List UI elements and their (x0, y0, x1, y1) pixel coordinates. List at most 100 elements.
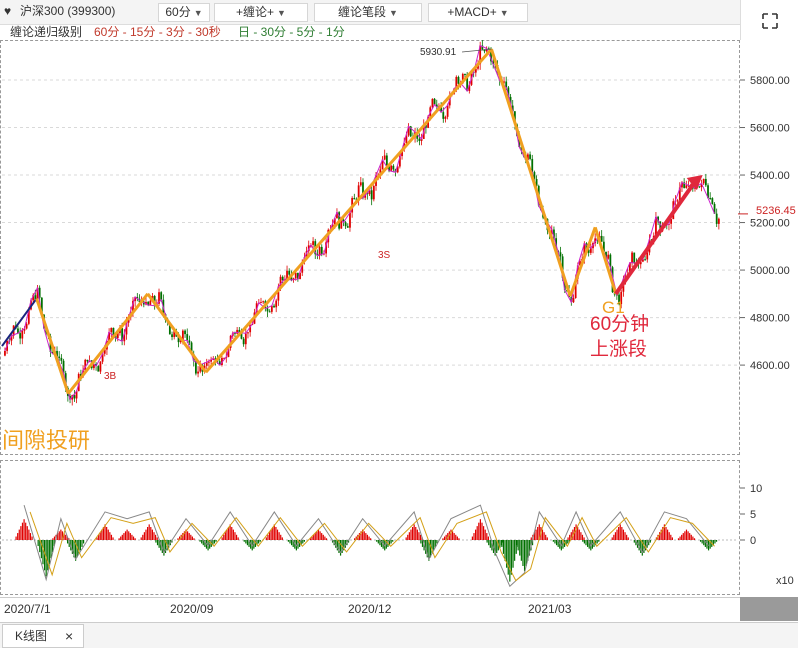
candle-body (431, 98, 434, 108)
candle-body (25, 323, 28, 329)
candle-body (631, 252, 633, 263)
candle-body (509, 96, 512, 106)
candle-body (190, 342, 193, 355)
candle-body (275, 300, 278, 308)
segment-line (204, 48, 493, 374)
candle-body (681, 182, 683, 188)
peak-label: 5930.91 (420, 47, 457, 58)
candle-body (210, 359, 212, 362)
candle-body (125, 322, 128, 335)
candle-body (184, 330, 186, 335)
candle-body (704, 178, 707, 186)
indicator-segments-label: 缠论笔段 (338, 5, 387, 19)
candle-body (318, 246, 321, 256)
candle-body (99, 361, 102, 372)
candle-body (483, 49, 486, 52)
candle-body (505, 81, 508, 88)
candle-body (19, 333, 22, 339)
chevron-down-icon: ▼ (389, 8, 398, 18)
candle-body (379, 169, 382, 175)
candle-body (359, 182, 362, 186)
indicator-select-segments[interactable]: 缠论笔段 ▼ (314, 3, 422, 22)
candle-body (266, 308, 269, 312)
chevron-down-icon: ▼ (277, 8, 286, 18)
candle-body (487, 48, 490, 50)
macd-unit-label: x10 (776, 575, 794, 587)
period-select[interactable]: 60分 ▼ (158, 3, 210, 22)
segment-line-start (1, 297, 38, 347)
date-tick: 2020/12 (348, 602, 392, 616)
candle-body (227, 347, 230, 357)
date-tick: 2021/03 (528, 602, 572, 616)
indicator-select-chan[interactable]: +缠论+ ▼ (214, 3, 308, 22)
minute-levels: 60分 - 15分 - 3分 - 30秒 (94, 25, 221, 39)
tab-kline[interactable]: K线图 × (2, 624, 84, 648)
candle-body (173, 331, 176, 338)
candle-body (511, 105, 514, 112)
candle-body (342, 219, 345, 223)
candle-body (270, 305, 273, 312)
candle-body (353, 198, 356, 200)
candle-body (116, 333, 119, 339)
candle-body (160, 292, 163, 300)
candle-body (700, 183, 703, 188)
candle-body (407, 126, 410, 136)
candle-body (17, 328, 19, 334)
candle-body (440, 106, 443, 113)
price-axis-area (740, 40, 798, 595)
fullscreen-icon[interactable] (741, 0, 798, 40)
candle-body (95, 363, 97, 367)
candle-body (268, 311, 271, 313)
candle-body (605, 251, 607, 259)
candle-body (188, 340, 191, 343)
candle-body (709, 197, 712, 199)
candle-body (234, 332, 236, 334)
candle-body (292, 278, 295, 281)
candle-body (299, 272, 301, 280)
date-tick: 2020/09 (170, 602, 214, 616)
candle-body (249, 325, 252, 333)
candle-body (242, 338, 245, 345)
candle-body (149, 300, 152, 305)
date-scroll-handle[interactable] (740, 597, 798, 621)
candle-body (179, 340, 182, 343)
candle-body (27, 309, 30, 324)
candle-body (325, 242, 327, 254)
candle-body (711, 198, 714, 204)
close-icon[interactable]: × (65, 628, 74, 644)
price-tick-label: 4800.00 (750, 313, 790, 325)
indicator-chan-label: +缠论+ (236, 5, 275, 19)
candle-body (559, 252, 562, 257)
candle-body (579, 261, 581, 266)
candle-body (655, 216, 657, 236)
candle-body (86, 359, 89, 362)
candle-body (93, 363, 95, 369)
macd-tick-label: 0 (750, 535, 756, 547)
candle-body (678, 187, 681, 201)
indicator-select-macd[interactable]: +MACD+ ▼ (428, 3, 528, 22)
price-tick-label: 5600.00 (750, 123, 790, 135)
candle-body (36, 287, 39, 300)
candle-body (657, 216, 660, 222)
macd-tick-label: 10 (750, 483, 762, 495)
candle-body (583, 243, 586, 260)
candle-body (340, 219, 343, 229)
candle-body (312, 241, 314, 245)
price-axis: 4600.00 4800.00 5000.00 5200.00 5400.00 5600.… (461, 48, 790, 372)
grid (2, 79, 738, 366)
macd-tick-label: 5 (750, 509, 756, 521)
candle-body (333, 218, 336, 225)
candle-body (288, 270, 291, 275)
candle-body (503, 81, 505, 83)
candle-body (685, 185, 688, 188)
heart-icon[interactable]: ♥ (4, 4, 12, 18)
candle-body (279, 276, 282, 287)
candle-body (370, 190, 373, 200)
candle-body (60, 357, 63, 361)
tab-kline-label: K线图 (15, 629, 48, 643)
candle-body (240, 332, 243, 339)
candle-body (247, 332, 249, 334)
day-levels: 日 - 30分 - 5分 - 1分 (238, 25, 345, 39)
candle-body (101, 353, 104, 362)
candle-body (702, 178, 705, 184)
